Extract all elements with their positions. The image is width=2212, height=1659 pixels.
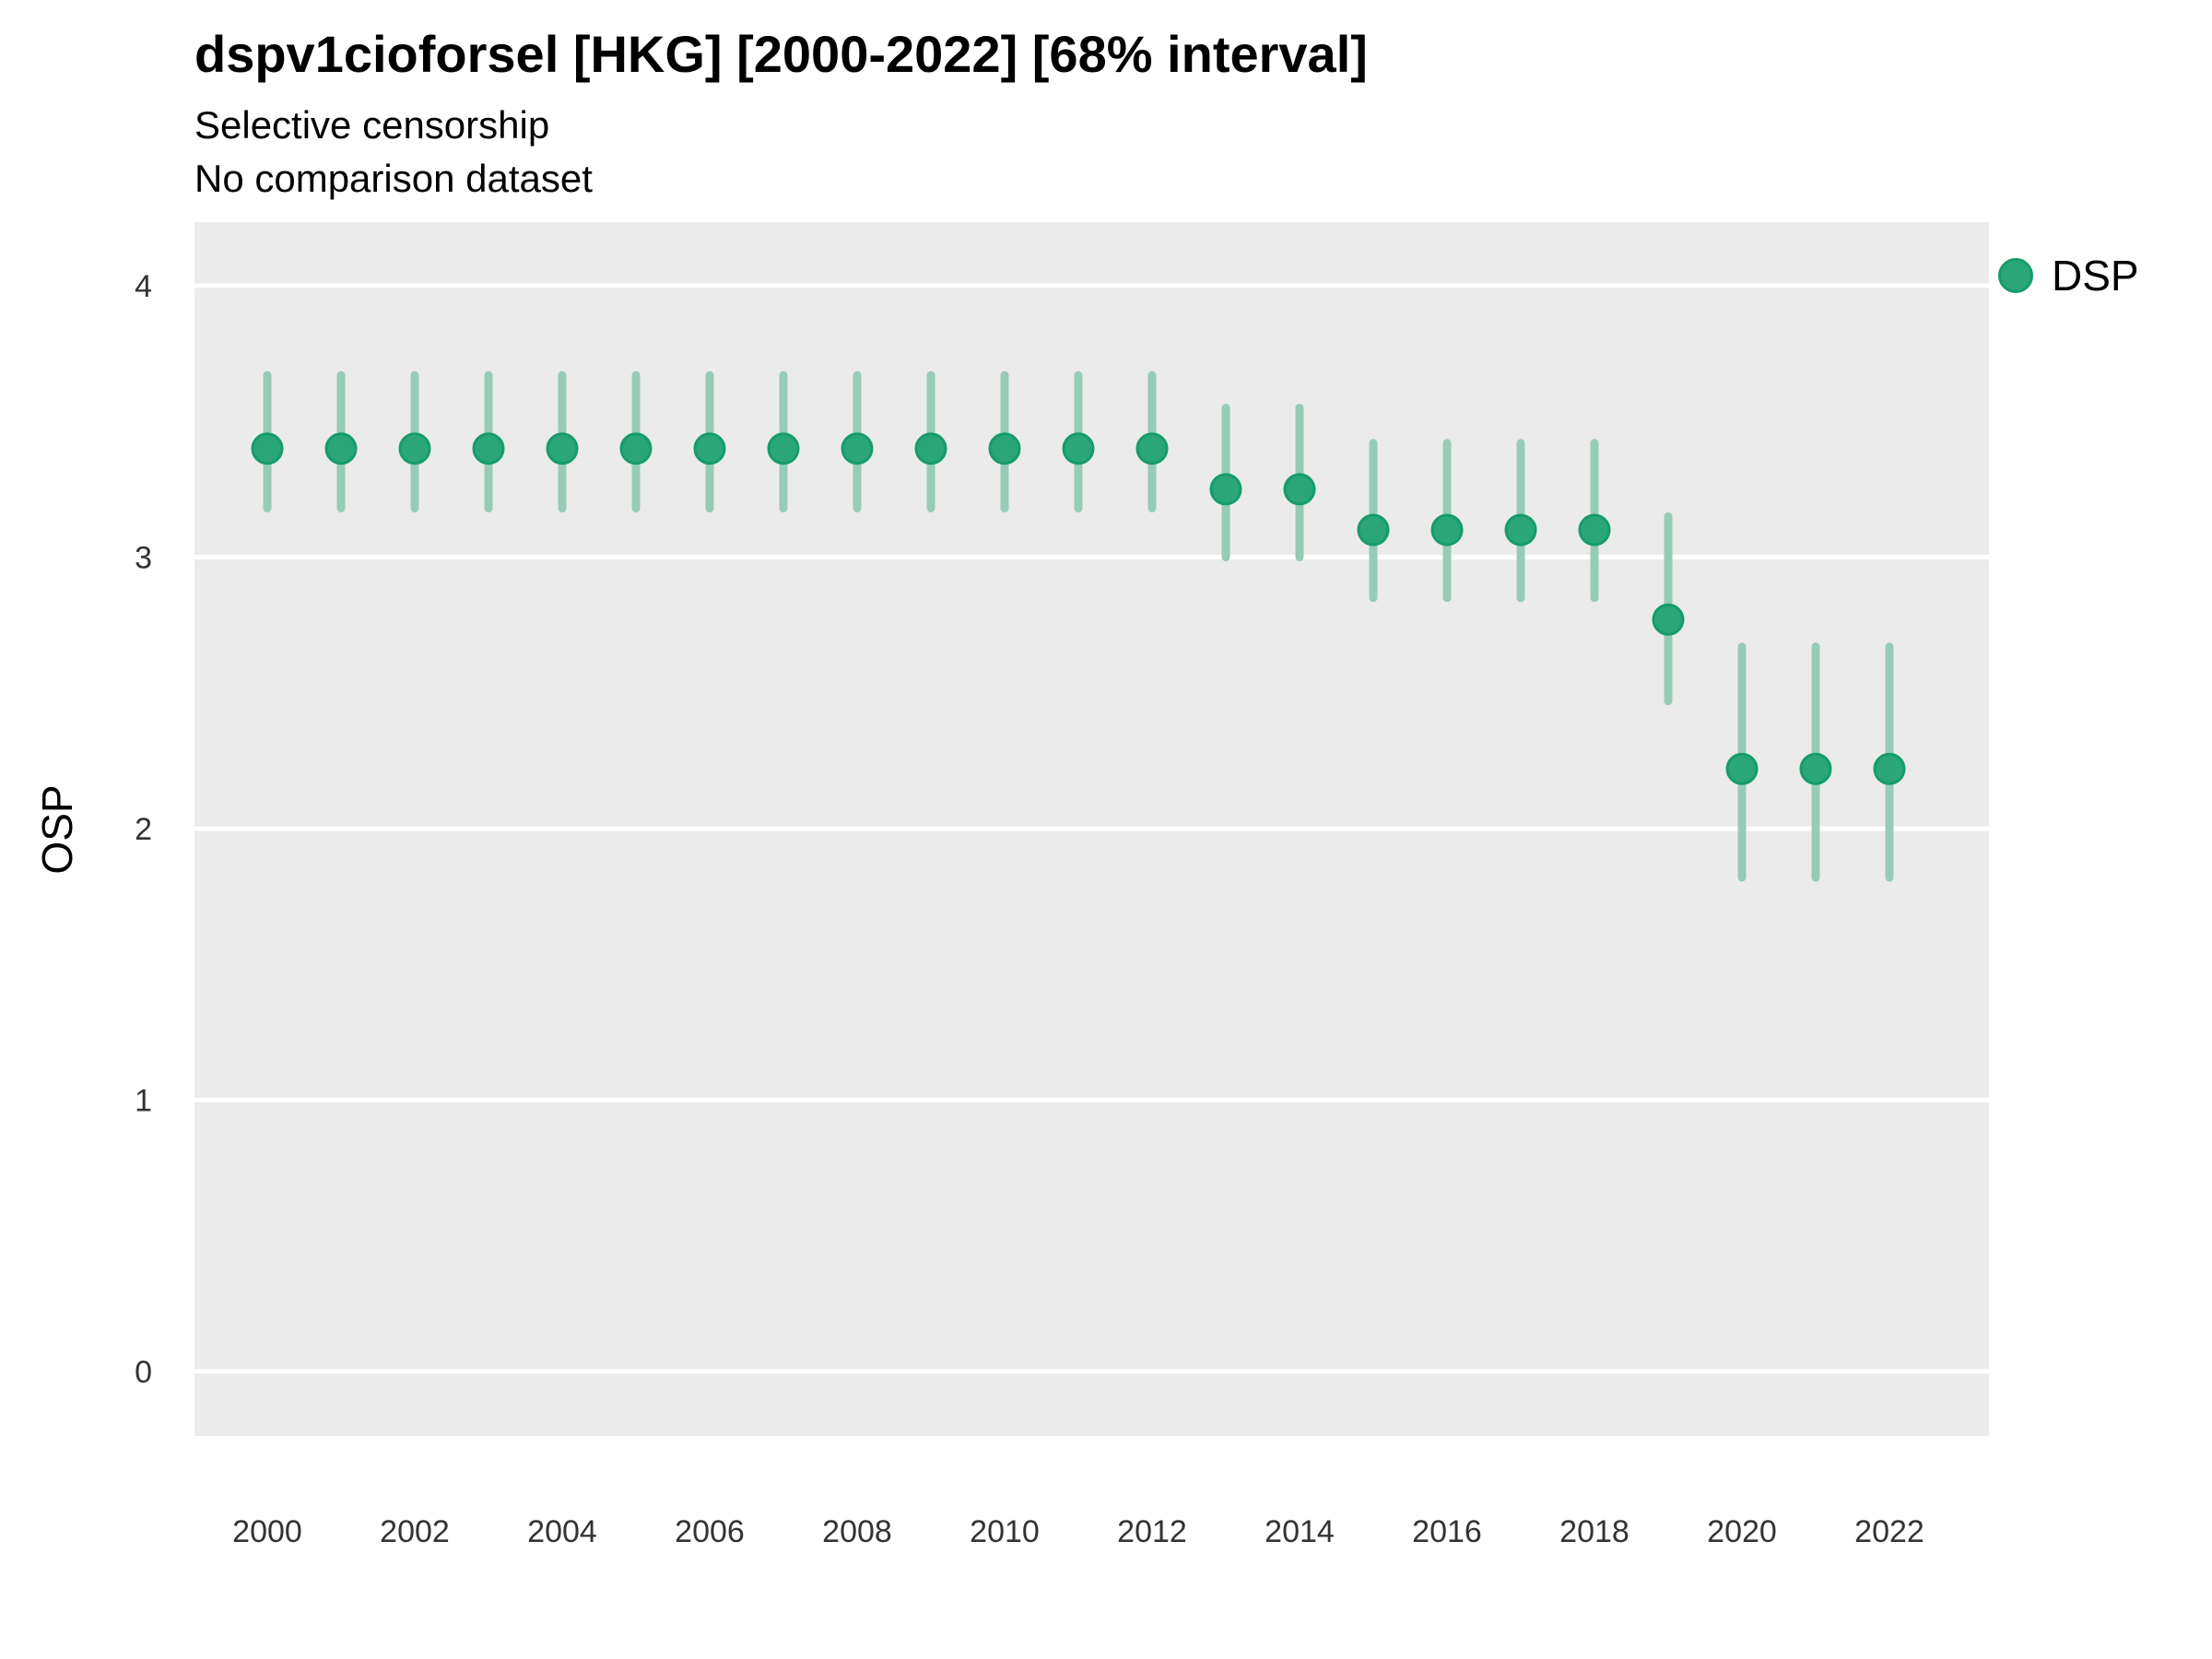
x-tick-label-2006: 2006: [675, 1514, 745, 1549]
x-tick-label-2012: 2012: [1117, 1514, 1187, 1549]
legend-label: DSP: [2052, 252, 2139, 300]
chart-subtitle-line2: No comparison dataset: [194, 157, 593, 200]
data-point-2006: [693, 432, 726, 465]
x-tick-label-2018: 2018: [1559, 1514, 1630, 1549]
data-point-2008: [841, 432, 874, 465]
y-tick-label-0: 0: [135, 1355, 152, 1390]
chart-title: dspv1cioforsel [HKG] [2000-2022] [68% in…: [194, 25, 1368, 83]
data-point-2012: [1135, 432, 1169, 465]
data-point-2001: [324, 432, 358, 465]
data-point-2017: [1504, 513, 1537, 547]
x-tick-label-2020: 2020: [1707, 1514, 1777, 1549]
data-point-2016: [1430, 513, 1464, 547]
data-point-2004: [546, 432, 579, 465]
data-point-2021: [1799, 752, 1832, 785]
x-tick-label-2022: 2022: [1854, 1514, 1924, 1549]
data-point-2007: [767, 432, 800, 465]
data-point-2002: [398, 432, 431, 465]
x-tick-label-2008: 2008: [822, 1514, 892, 1549]
legend-point-icon: [1998, 258, 2033, 293]
data-point-2013: [1209, 473, 1242, 506]
data-point-2009: [914, 432, 947, 465]
data-point-2018: [1578, 513, 1611, 547]
x-tick-label-2002: 2002: [380, 1514, 450, 1549]
x-tick-label-2004: 2004: [527, 1514, 597, 1549]
data-point-2005: [619, 432, 653, 465]
data-point-2022: [1873, 752, 1906, 785]
x-tick-label-2010: 2010: [970, 1514, 1040, 1549]
chart-subtitle-line1: Selective censorship: [194, 103, 550, 147]
data-point-2020: [1725, 752, 1759, 785]
y-tick-label-2: 2: [135, 812, 152, 847]
x-tick-label-2016: 2016: [1412, 1514, 1482, 1549]
data-point-2019: [1652, 603, 1685, 636]
legend: DSP: [1998, 251, 2139, 300]
data-point-2011: [1062, 432, 1095, 465]
data-point-2003: [472, 432, 505, 465]
data-point-2015: [1357, 513, 1390, 547]
x-tick-label-2014: 2014: [1265, 1514, 1335, 1549]
data-point-2000: [251, 432, 284, 465]
data-point-2014: [1283, 473, 1316, 506]
x-tick-label-2000: 2000: [232, 1514, 302, 1549]
y-tick-label-1: 1: [135, 1084, 152, 1119]
y-tick-label-4: 4: [135, 269, 152, 304]
data-point-2010: [988, 432, 1021, 465]
y-tick-label-3: 3: [135, 541, 152, 576]
